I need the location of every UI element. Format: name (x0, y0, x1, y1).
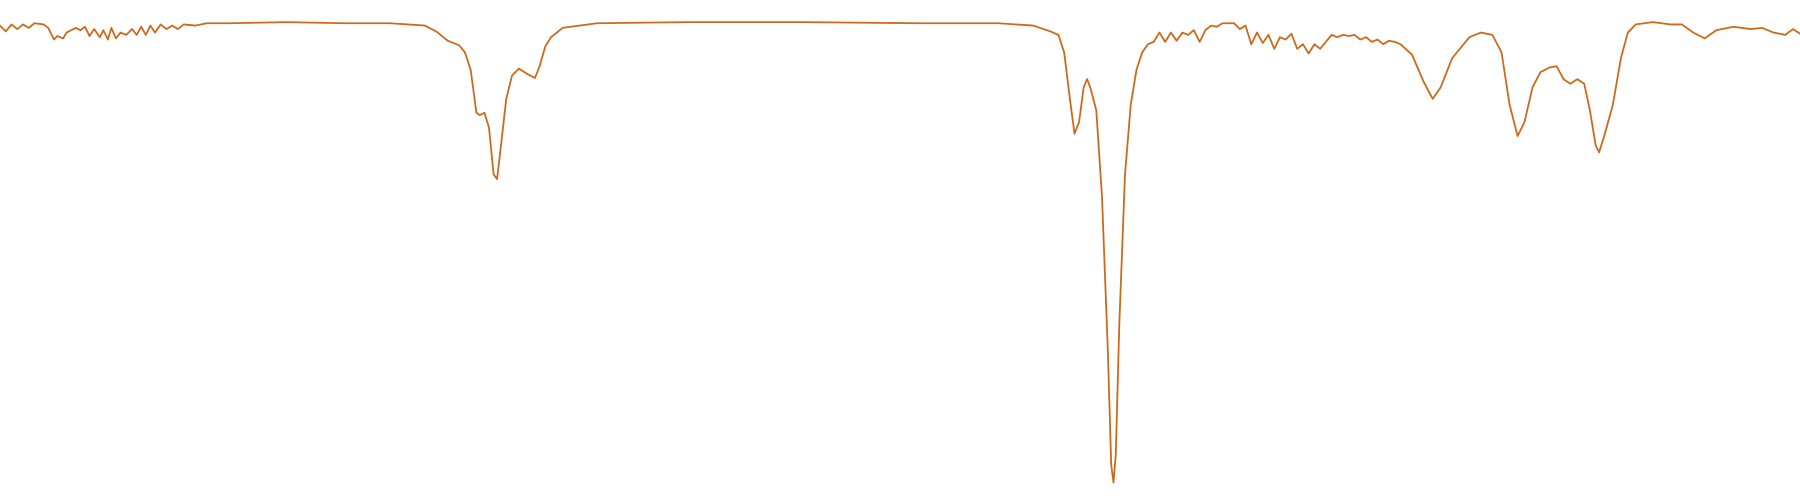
spectrum-line (0, 21, 1800, 484)
